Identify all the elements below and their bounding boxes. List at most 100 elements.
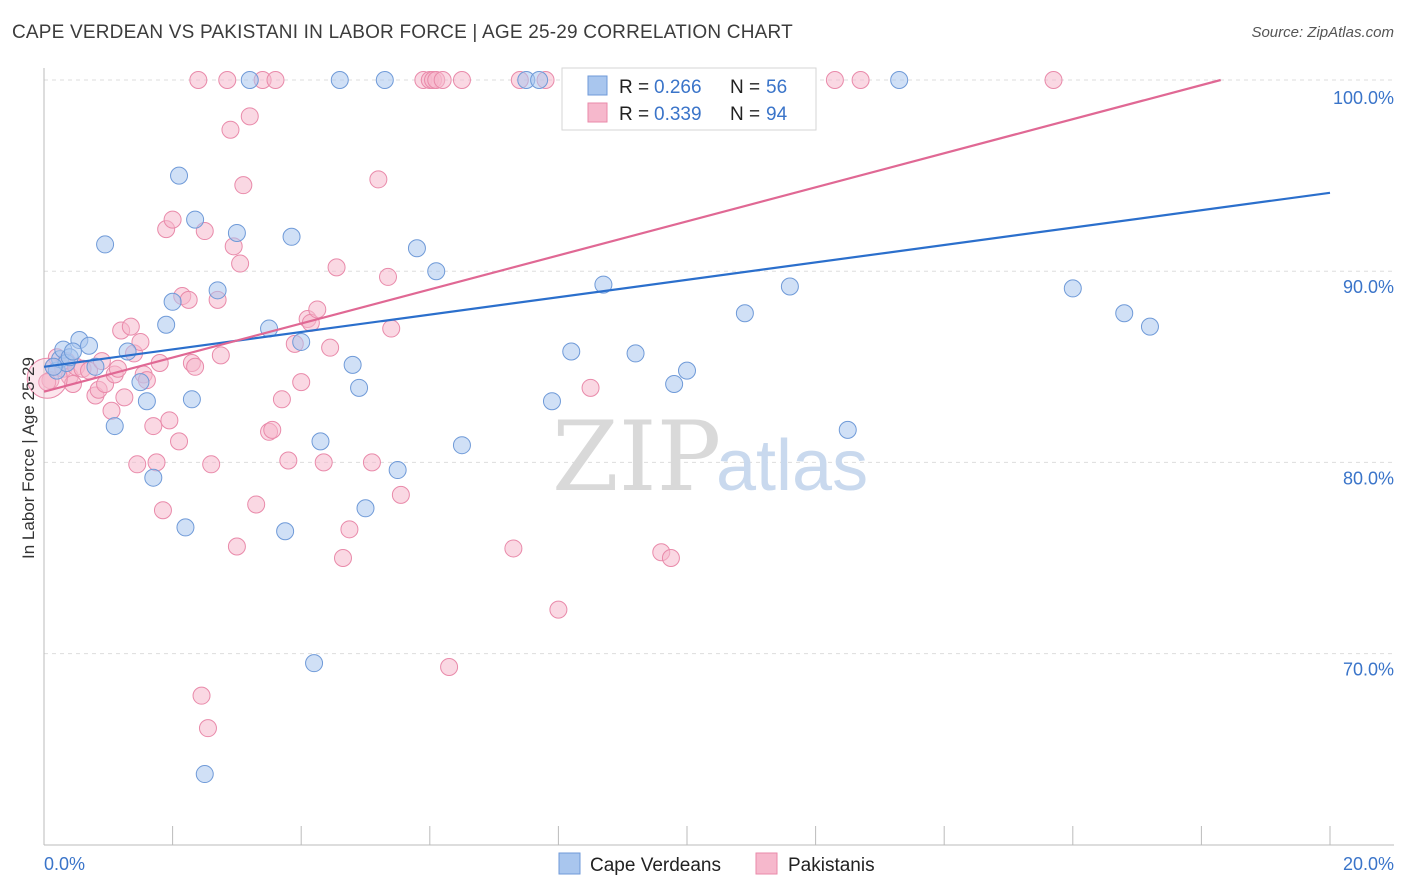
cape-verdeans-point-11 (131, 373, 150, 392)
pakistanis-point-79 (452, 71, 471, 89)
pakistanis-point-90 (825, 71, 844, 89)
cape-verdeans-point-25 (276, 522, 295, 541)
pakistanis-trend-line (43, 78, 1221, 393)
cape-verdeans-point-28 (305, 654, 324, 673)
pakistanis-point-56 (272, 390, 291, 409)
cape-verdeans-point-55 (63, 342, 82, 361)
cape-verdeans-point-8 (96, 235, 115, 254)
source-credit: Source: ZipAtlas.com (1251, 24, 1394, 41)
bottom-legend-label-blue: Cape Verdeans (590, 855, 721, 876)
series-legend: Cape Verdeans Pakistanis (558, 852, 875, 876)
cape-verdeans-point-10 (118, 342, 137, 361)
pakistanis-point-32 (170, 432, 189, 451)
cape-verdeans-point-32 (350, 378, 369, 397)
cape-verdeans-point-35 (388, 461, 407, 480)
cape-verdeans-point-53 (1140, 317, 1159, 336)
cape-verdeans-point-31 (343, 355, 362, 374)
cape-verdeans-point-47 (735, 304, 754, 323)
cape-verdeans-point-13 (144, 468, 163, 487)
legend-r-label-pink: R = (619, 104, 649, 125)
pakistanis-point-54 (263, 420, 282, 439)
gridlines (44, 79, 1394, 655)
pakistanis-point-63 (314, 453, 333, 472)
cape-verdeans-point-49 (838, 420, 857, 439)
pakistanis-point-37 (189, 71, 208, 89)
pakistanis-point-62 (308, 300, 327, 319)
cape-verdeans-point-50 (890, 71, 909, 89)
cape-verdeans-point-7 (86, 357, 105, 376)
pakistanis-point-78 (440, 657, 459, 676)
cape-verdeans-point-22 (227, 223, 246, 242)
pakistanis-point-85 (581, 378, 600, 397)
cape-verdeans-point-17 (176, 518, 195, 537)
cape-verdeans-point-46 (678, 361, 696, 380)
cape-verdeans-point-45 (665, 375, 684, 394)
pakistanis-point-36 (186, 357, 205, 376)
pakistanis-point-19 (121, 317, 140, 336)
pakistanis-point-30 (160, 411, 179, 430)
pakistanis-point-70 (379, 267, 398, 286)
x-tick-label-max: 20.0% (1343, 854, 1394, 874)
legend-n-value-blue: 56 (766, 77, 787, 98)
pakistanis-point-80 (504, 539, 523, 558)
pakistanis-point-69 (369, 170, 388, 189)
cape-verdeans-point-6 (80, 336, 99, 355)
pakistanis-point-43 (211, 346, 230, 365)
pakistanis-point-34 (179, 290, 198, 309)
pakistanis-point-89 (661, 549, 680, 567)
legend-n-label-pink: N = (730, 104, 760, 125)
watermark: ZIP atlas (552, 401, 868, 513)
cape-verdeans-point-36 (407, 239, 426, 258)
y-tick-label-90: 90.0% (1343, 277, 1394, 297)
cape-verdeans-point-14 (157, 315, 176, 334)
pakistanis-point-67 (340, 520, 359, 539)
cape-verdeans-point-16 (170, 166, 189, 185)
pakistanis-point-91 (851, 71, 870, 89)
cape-verdeans-point-51 (1063, 279, 1082, 298)
legend-r-value-pink: 0.339 (654, 104, 702, 125)
cape-verdeans-point-26 (282, 227, 301, 246)
pakistanis-point-68 (362, 453, 381, 472)
legend-r-label-blue: R = (619, 77, 649, 98)
y-tick-label-100: 100.0% (1333, 88, 1394, 108)
pakistanis-point-21 (128, 455, 147, 474)
pakistanis-point-64 (321, 338, 340, 357)
chart-title: CAPE VERDEAN VS PAKISTANI IN LABOR FORCE… (12, 22, 793, 43)
stats-legend: R = 0.266 N = 56 R = 0.339 N = 94 (561, 67, 817, 131)
pakistanis-point-49 (234, 176, 253, 195)
pakistanis-point-48 (231, 254, 250, 273)
pakistanis-point-51 (247, 495, 266, 514)
pakistanis-point-22 (131, 332, 150, 351)
pakistanis-point-50 (240, 107, 259, 126)
cape-verdeans-point-20 (195, 765, 214, 784)
legend-n-label-blue: N = (730, 77, 760, 98)
cape-verdeans-point-43 (594, 275, 613, 294)
bottom-legend-swatch-blue (558, 852, 581, 875)
pakistanis-point-92 (1044, 71, 1063, 89)
bottom-legend-swatch-pink (755, 852, 778, 875)
cape-verdeans-point-27 (292, 332, 311, 351)
x-tick-label-min: 0.0% (44, 854, 85, 874)
y-tick-label-70: 70.0% (1343, 660, 1394, 680)
cape-verdeans-point-37 (427, 262, 446, 281)
cape-verdeans-point-18 (182, 390, 201, 409)
cape-verdeans-point-23 (240, 71, 259, 89)
cape-verdeans-point-52 (1115, 304, 1134, 323)
axes (43, 68, 1394, 846)
cape-verdeans-point-40 (530, 71, 549, 89)
cape-verdeans-point-44 (626, 344, 645, 363)
pakistanis-point-31 (163, 210, 182, 229)
cape-verdeans-point-9 (105, 417, 124, 436)
pakistanis-point-18 (115, 388, 134, 407)
cape-verdeans-point-12 (137, 392, 156, 411)
legend-n-value-pink: 94 (766, 104, 788, 125)
cape-verdeans-points (44, 71, 1159, 784)
pakistanis-point-39 (195, 222, 214, 241)
cape-verdeans-point-34 (375, 71, 394, 89)
watermark-zip: ZIP (552, 401, 721, 513)
cape-verdeans-point-33 (356, 499, 375, 518)
cape-verdeans-point-38 (452, 436, 471, 455)
pakistanis-point-83 (549, 600, 568, 619)
cape-verdeans-trend-line (43, 191, 1331, 368)
